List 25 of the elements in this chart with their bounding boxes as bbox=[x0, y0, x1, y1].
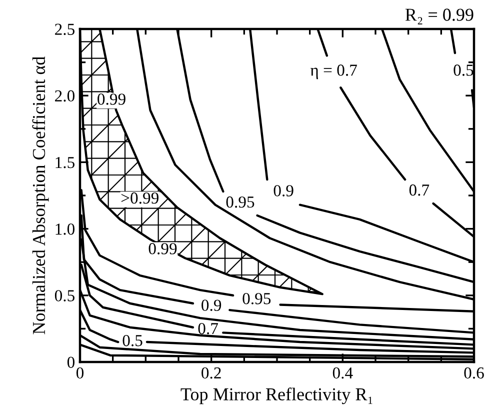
y-tick-label: 1.0 bbox=[56, 224, 75, 235]
annotation: 0.9 bbox=[202, 300, 222, 311]
x-tick-label: 0 bbox=[76, 367, 84, 379]
annotation: 0.95 bbox=[242, 292, 271, 304]
annotation: 0.99 bbox=[148, 243, 177, 254]
chart-title: R₂ = 0.99 bbox=[405, 8, 474, 24]
annotation: 0.9 bbox=[274, 185, 294, 196]
annotation: 0.7 bbox=[198, 322, 218, 334]
y-tick-label: 0.5 bbox=[54, 290, 74, 302]
annotation: 0.5 bbox=[454, 64, 474, 76]
y-tick-label: 2.0 bbox=[55, 90, 75, 102]
y-tick-label: 2.5 bbox=[55, 24, 74, 36]
annotation: η = 0.7 bbox=[310, 64, 357, 80]
y-tick-label: 0 bbox=[67, 356, 75, 368]
annotation: 0.99 bbox=[98, 94, 126, 105]
x-tick-label: 0.6 bbox=[464, 367, 484, 379]
annotation: >0.99 bbox=[121, 192, 158, 204]
x-tick-label: 0.2 bbox=[202, 367, 221, 379]
y-axis-title: Normalized Absorption Coefficient αd bbox=[32, 56, 49, 334]
annotation: 0.5 bbox=[122, 334, 142, 346]
y-tick-label: 1.5 bbox=[56, 156, 74, 168]
annotation: 0.7 bbox=[409, 184, 430, 196]
x-axis-title: Top Mirror Reflectivity R₁ bbox=[180, 388, 372, 404]
annotation: 0.95 bbox=[226, 196, 254, 208]
x-tick-label: 0.4 bbox=[332, 367, 353, 379]
